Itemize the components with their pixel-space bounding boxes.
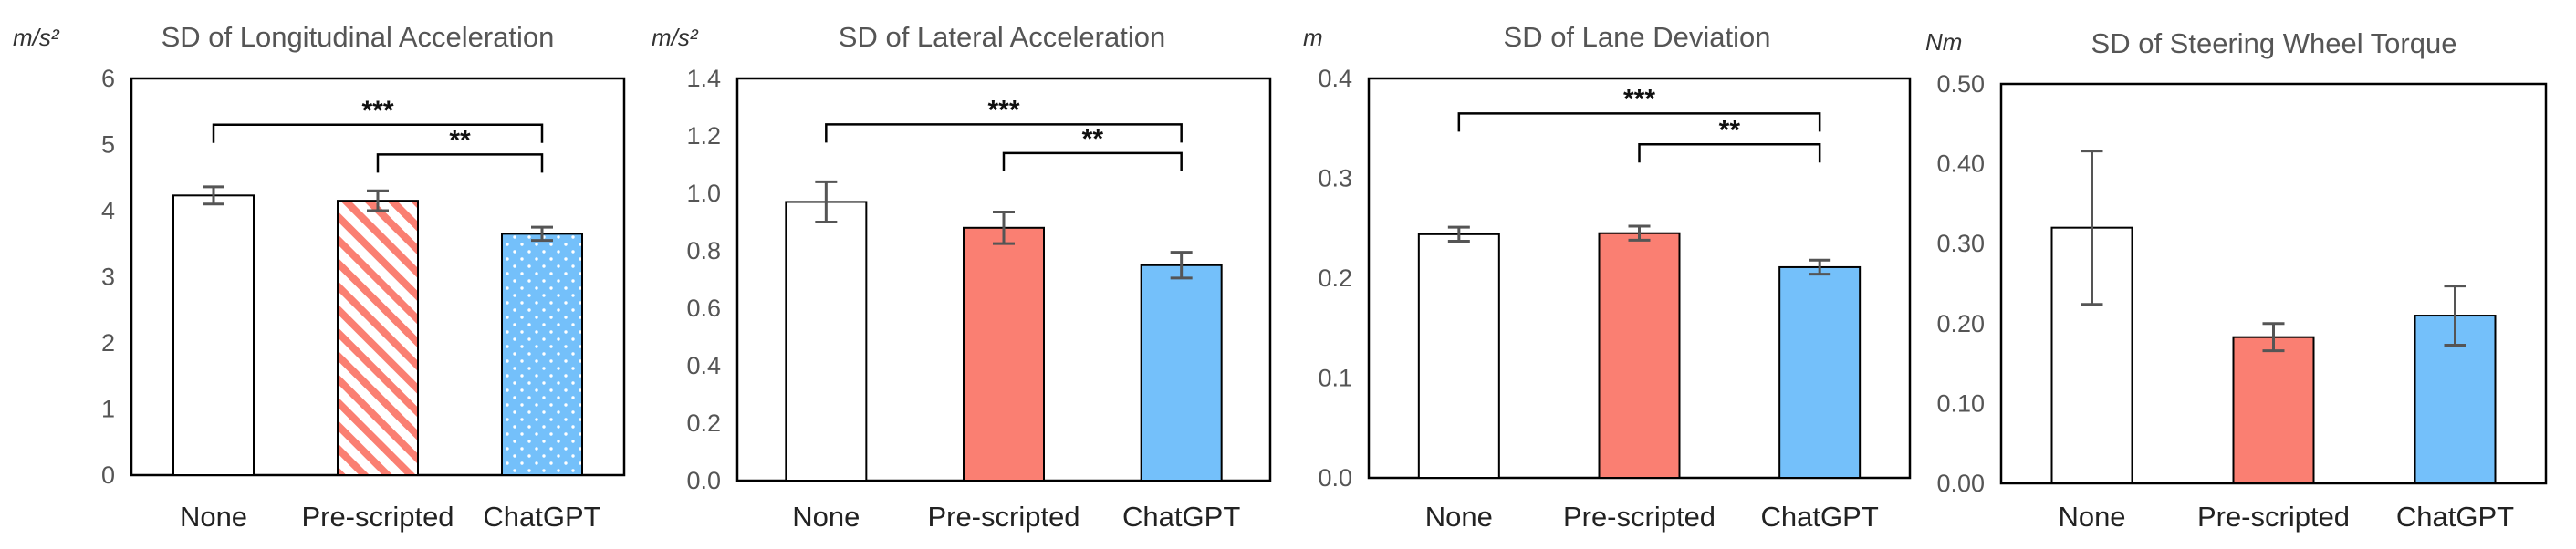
x-category-label: ChatGPT bbox=[483, 501, 600, 533]
significance-label: ** bbox=[449, 125, 471, 155]
bar bbox=[1140, 264, 1223, 482]
y-axis-unit: Nm bbox=[1925, 28, 1962, 56]
chart-title: SD of Longitudinal Acceleration bbox=[162, 21, 555, 53]
y-tick-label: 1.4 bbox=[686, 65, 721, 92]
significance-bracket bbox=[376, 153, 544, 173]
significance-label: *** bbox=[987, 95, 1019, 125]
y-tick-label: 0.2 bbox=[1318, 264, 1352, 292]
chart-panel-3: m SD of Lane Deviation 0.0 0.1 0.2 0.3 0.4 N… bbox=[1303, 21, 1912, 533]
x-category-label: None bbox=[2058, 501, 2125, 533]
x-category-label: ChatGPT bbox=[1761, 501, 1879, 533]
bar bbox=[337, 200, 419, 476]
error-bar bbox=[1628, 224, 1651, 242]
y-tick-label: 0.4 bbox=[1318, 65, 1352, 92]
significance-bracket bbox=[1638, 143, 1821, 163]
error-bar bbox=[1809, 258, 1831, 276]
chart-panel-1: m/s² SD of Longitudinal Acceleration 0 1 2… bbox=[13, 21, 626, 533]
chart-title: SD of Lateral Acceleration bbox=[839, 21, 1165, 53]
y-tick-label: 6 bbox=[101, 65, 115, 92]
y-tick-label: 0 bbox=[101, 461, 115, 489]
y-tick-label: 0.0 bbox=[1318, 464, 1352, 492]
x-category-label: Pre-scripted bbox=[927, 501, 1079, 533]
y-axis-unit: m/s² bbox=[652, 24, 699, 51]
x-category-label: Pre-scripted bbox=[301, 501, 454, 533]
x-category-label: ChatGPT bbox=[1122, 501, 1240, 533]
y-tick-label: 0.50 bbox=[1936, 70, 1985, 98]
error-bar bbox=[203, 185, 224, 206]
x-category-label: ChatGPT bbox=[2396, 501, 2514, 533]
y-tick-label: 0.6 bbox=[686, 295, 721, 322]
x-category-label: None bbox=[180, 501, 247, 533]
y-tick-label: 5 bbox=[101, 131, 115, 159]
x-category-label: None bbox=[1425, 501, 1493, 533]
y-tick-label: 1.0 bbox=[686, 180, 721, 207]
significance-label: ** bbox=[1082, 124, 1104, 154]
y-tick-label: 0.00 bbox=[1936, 470, 1985, 497]
y-tick-label: 0.1 bbox=[1318, 365, 1352, 392]
y-tick-label: 0.4 bbox=[686, 352, 721, 379]
y-tick-label: 0.3 bbox=[1318, 165, 1352, 192]
y-tick-label: 0.30 bbox=[1936, 230, 1985, 257]
chart-title: SD of Steering Wheel Torque bbox=[2091, 27, 2457, 59]
chart-title: SD of Lane Deviation bbox=[1504, 21, 1771, 53]
significance-bracket bbox=[212, 123, 544, 143]
error-bar bbox=[367, 189, 389, 212]
error-bar bbox=[1170, 251, 1193, 280]
chart-panel-4: Nm SD of Steering Wheel Torque 0.00 0.10 0… bbox=[1925, 27, 2548, 533]
error-bar bbox=[2262, 322, 2285, 353]
y-tick-label: 3 bbox=[101, 264, 115, 291]
x-category-label: Pre-scripted bbox=[2197, 501, 2350, 533]
y-tick-label: 0.20 bbox=[1936, 310, 1985, 337]
error-bar bbox=[2444, 285, 2466, 347]
y-tick-label: 0.8 bbox=[686, 237, 721, 264]
error-bar bbox=[993, 210, 1015, 245]
error-bar bbox=[815, 180, 838, 223]
y-tick-label: 0.10 bbox=[1936, 389, 1985, 417]
bar bbox=[2232, 336, 2315, 484]
error-bar bbox=[2081, 150, 2103, 306]
bar bbox=[1598, 232, 1681, 479]
significance-label: *** bbox=[1623, 84, 1655, 114]
bar bbox=[1778, 265, 1862, 479]
y-tick-label: 0.40 bbox=[1936, 150, 1985, 178]
y-tick-label: 2 bbox=[101, 329, 115, 357]
significance-bracket bbox=[1457, 112, 1821, 132]
y-axis-unit: m bbox=[1303, 24, 1323, 51]
bar bbox=[1417, 233, 1500, 479]
bar bbox=[172, 194, 255, 476]
significance-label: *** bbox=[361, 96, 393, 126]
y-axis-unit: m/s² bbox=[13, 24, 60, 51]
chart-panel-2: m/s² SD of Lateral Acceleration 0.0 0.2 0.… bbox=[652, 21, 1272, 533]
y-tick-label: 0.0 bbox=[686, 467, 721, 494]
significance-label: ** bbox=[1719, 115, 1741, 145]
x-category-label: None bbox=[792, 501, 860, 533]
error-bar bbox=[1447, 225, 1470, 243]
y-tick-label: 0.2 bbox=[686, 409, 721, 437]
y-tick-label: 4 bbox=[101, 197, 115, 224]
bar bbox=[963, 226, 1045, 482]
bar bbox=[501, 233, 583, 476]
x-category-label: Pre-scripted bbox=[1563, 501, 1716, 533]
significance-bracket bbox=[825, 123, 1183, 143]
y-tick-label: 1 bbox=[101, 396, 115, 423]
error-bar bbox=[531, 225, 553, 243]
significance-bracket bbox=[1002, 151, 1183, 171]
bar bbox=[785, 201, 868, 482]
y-tick-label: 1.2 bbox=[686, 122, 721, 150]
